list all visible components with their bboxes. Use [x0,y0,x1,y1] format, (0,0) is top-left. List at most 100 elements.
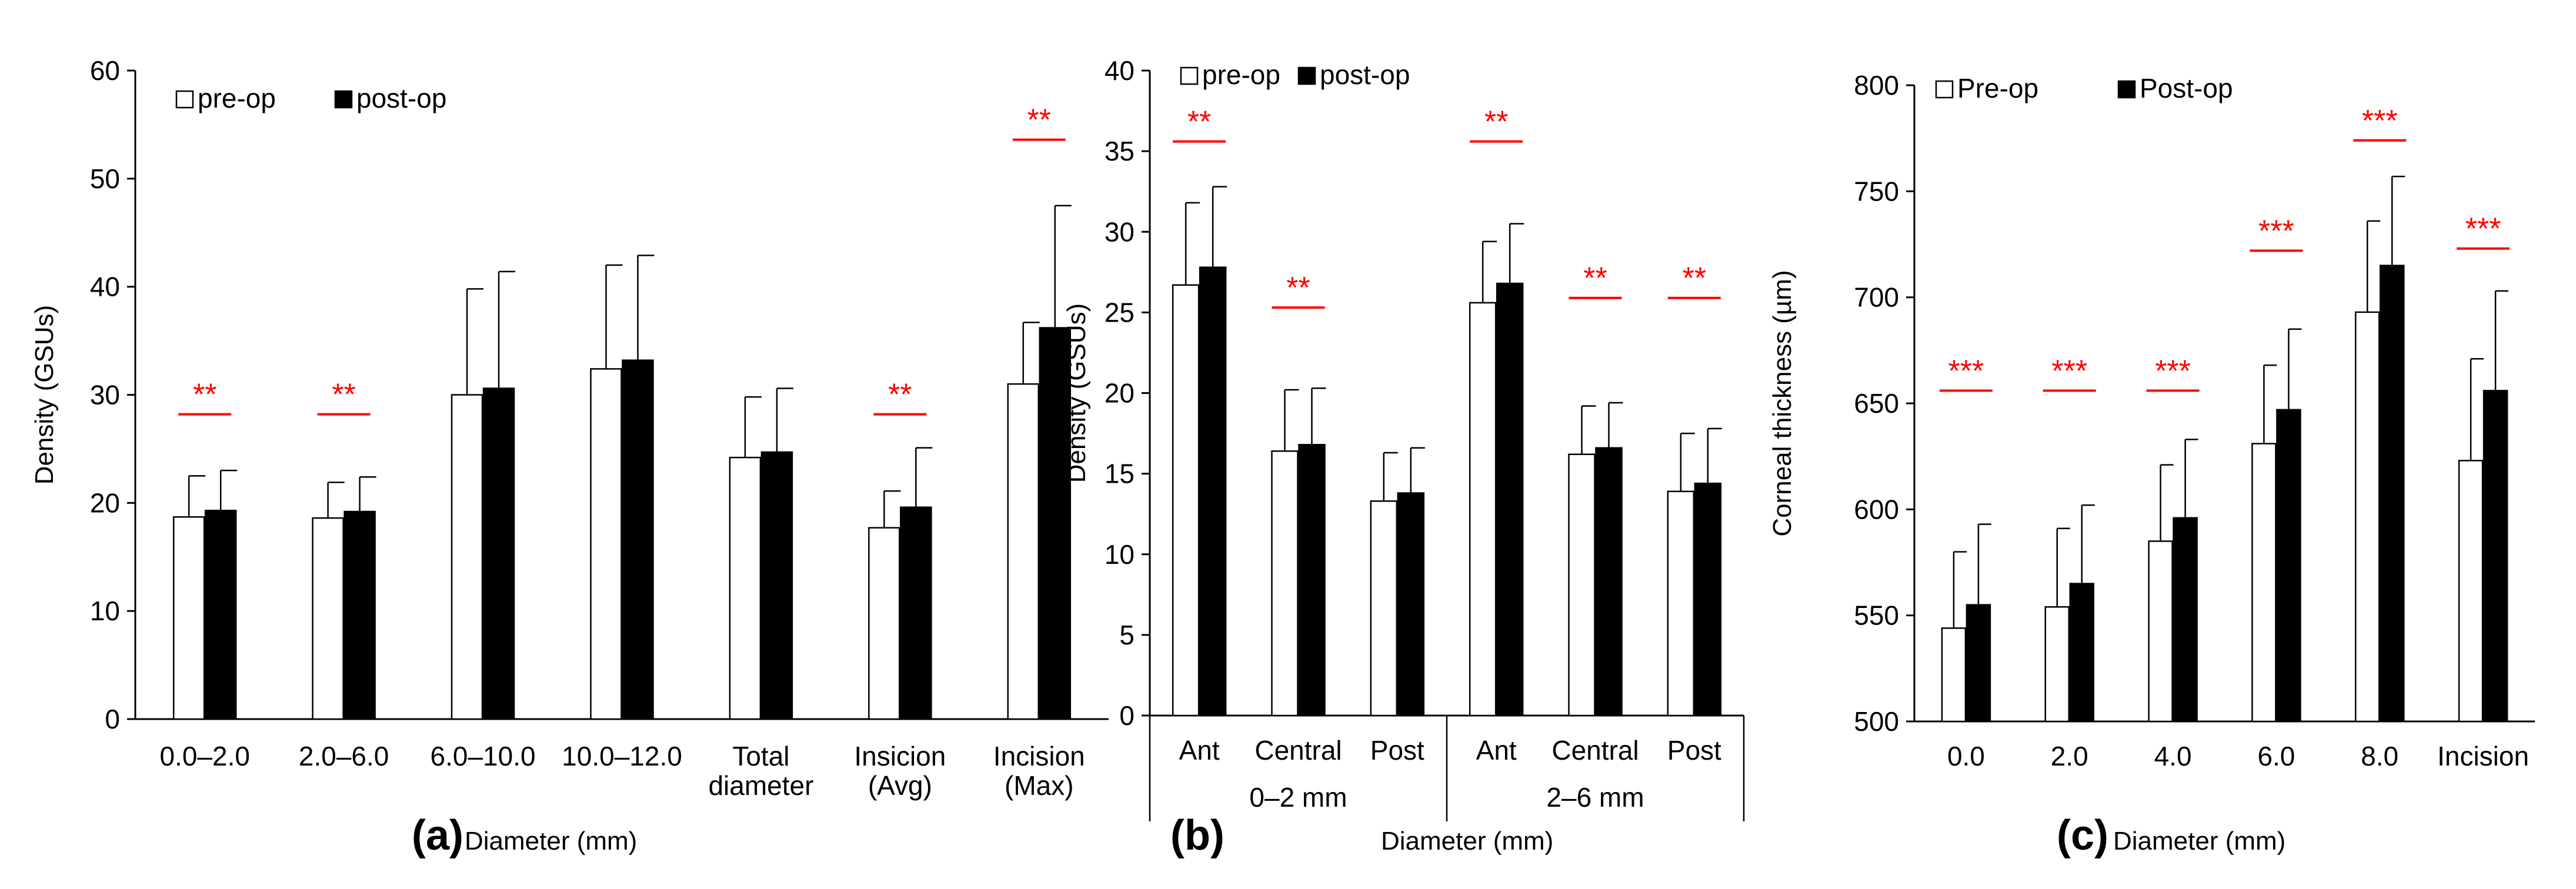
bar-pre-op [1568,453,1596,717]
bar-post-op [1298,444,1326,717]
legend-label: post-op [356,83,446,113]
legend: pre-op post-op [175,83,446,113]
bar-pre-op [312,517,344,720]
y-tick-label: 25 [1105,297,1134,327]
bar-pre-op [2458,460,2484,723]
significance-stars: *** [2465,212,2501,246]
y-tick-label: 5 [1119,620,1134,650]
bar-post-op [1397,492,1425,717]
y-tick-label: 650 [1854,388,1899,419]
bar-pre-op [2044,606,2070,723]
x-category-label: Incision [2437,741,2529,771]
x-category-label: 0.0–2.0 [159,741,249,771]
x-category-label: 6.0–10.0 [431,741,536,771]
legend-swatch-pre-op [1935,80,1954,99]
x-category-label: Central [1254,735,1342,766]
y-tick-label: 700 [1854,282,1899,313]
significance-stars: *** [2051,354,2087,388]
bar-post-op [204,509,237,720]
x-category-label: Ant [1476,735,1517,766]
bar-pre-op [1271,450,1299,717]
bar-post-op [1199,266,1227,717]
bar-pre-op [2251,443,2277,723]
y-tick-label: 20 [90,487,120,518]
panel-a-chart: 0 10 20 30 40 50 60 Density (GSUs) 0.0–2.0 2.0–6.… [30,55,1109,859]
significance-stars: ** [1583,262,1607,296]
bar-post-op [900,506,932,720]
legend: Pre-op Post-op [1935,73,2233,103]
bar-pre-op [2148,540,2173,723]
legend-swatch-post-op [1297,66,1316,85]
significance-stars: ** [1484,105,1508,139]
panel-c-chart: 500 550 600 650 700 750 800 Corneal thickness (… [1768,70,2535,859]
significance-stars: ** [1683,262,1706,296]
x-category-label: 6.0 [2257,741,2295,771]
bar-pre-op [451,394,483,720]
y-tick-label: 600 [1854,494,1899,524]
x-category-label: (Max) [1005,770,1074,801]
bar-pre-op [1007,383,1040,720]
bar-post-op [343,510,376,720]
y-tick-label: 30 [1105,216,1134,247]
x-category-label: 8.0 [2361,741,2398,771]
bar-pre-op [868,527,900,720]
panel-label: (b) [1170,812,1224,859]
bar-post-op [622,359,654,720]
y-tick-label: 60 [90,55,120,86]
bar-post-op [2173,517,2198,723]
legend-swatch-post-op [2117,80,2136,99]
significance-stars: *** [1948,354,1984,388]
legend-label: pre-op [198,83,276,113]
bar-post-op [1694,482,1722,717]
legend-label: Pre-op [1957,73,2038,103]
y-tick-label: 500 [1854,706,1899,737]
bar-pre-op [1667,490,1695,717]
x-category-label: Insicion [854,741,946,771]
panel-label: (c) [2057,812,2108,859]
bar-post-op [1595,447,1623,717]
bar-pre-op [1172,284,1200,717]
y-tick-label: 15 [1105,459,1134,489]
x-axis-title: Diameter (mm) [2113,827,2285,855]
y-tick-label: 800 [1854,70,1899,101]
y-tick-label: 50 [90,163,120,194]
significance-stars: ** [888,378,912,412]
bar-post-op [1039,327,1072,720]
x-category-label: 0.0 [1947,741,1985,771]
significance-stars: ** [1286,271,1310,305]
x-category-label: Total [732,741,789,771]
bar-post-op [2482,390,2508,723]
legend-swatch-post-op [334,90,353,109]
x-axis-title: Diameter (mm) [1381,827,1553,855]
significance-stars: ** [193,378,216,412]
x-category-label: 4.0 [2154,741,2192,771]
bar-pre-op [1469,302,1497,717]
bar-pre-op [729,456,762,720]
x-category-label: Ant [1179,735,1220,766]
significance-stars: *** [2362,104,2398,138]
y-tick-label: 35 [1105,136,1134,166]
legend-swatch-pre-op [1180,66,1199,85]
bar-pre-op [172,516,205,720]
y-tick-label: 20 [1105,378,1134,409]
y-tick-label: 750 [1854,176,1899,206]
x-category-label: Post [1370,735,1424,766]
y-tick-label: 0 [1119,700,1134,731]
bar-post-op [760,451,793,720]
x-category-label: 2.0–6.0 [299,741,389,771]
panel-b-chart: 0 5 10 15 20 25 30 35 40 Density (GSUs) Ant Central… [1062,55,1745,859]
legend-swatch-pre-op [175,90,194,109]
bar-pre-op [1370,500,1398,717]
y-tick-label: 40 [90,272,120,302]
bar-post-op [482,387,515,720]
y-axis-title: Density (GSUs) [30,305,59,485]
y-tick-label: 30 [90,380,120,410]
bar-post-op [2069,583,2094,723]
group-label: 0–2 mm [1249,782,1347,813]
y-axis-title: Corneal thickness (µm) [1768,270,1797,536]
x-category-label: Central [1551,735,1639,766]
significance-stars: *** [2155,354,2191,388]
y-tick-label: 10 [1105,539,1134,570]
x-category-label: 2.0 [2051,741,2088,771]
